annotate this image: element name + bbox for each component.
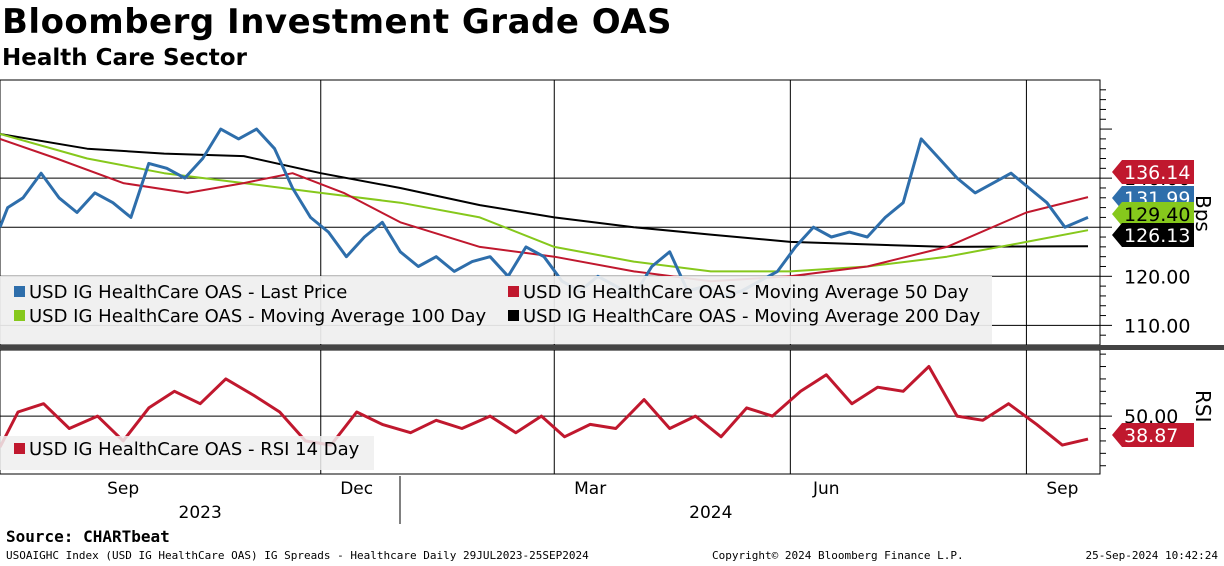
price-tick-label: 120.00 <box>1124 266 1190 288</box>
timestamp: 25-Sep-2024 10:42:24 <box>1085 549 1218 562</box>
chart-title: Bloomberg Investment Grade OAS <box>2 2 673 42</box>
value-tag-ma50: 136.14 <box>1112 160 1194 184</box>
value-tag-ma200: 126.13 <box>1112 223 1194 247</box>
legend-label-ma100: USD IG HealthCare OAS - Moving Average 1… <box>29 306 487 327</box>
value-tag-shape <box>1112 423 1194 447</box>
value-tag-ma100: 129.40 <box>1112 202 1194 226</box>
x-month-label: Sep <box>107 479 139 499</box>
series-line-ma50 <box>0 137 1089 283</box>
value-tag-shape <box>1112 202 1194 226</box>
copyright-notice: Copyright© 2024 Bloomberg Finance L.P. <box>712 549 964 562</box>
legend-label-rsi: USD IG HealthCare OAS - RSI 14 Day <box>29 439 360 460</box>
rsi-tick-label: 50.00 <box>1124 406 1178 428</box>
price-legend: USD IG HealthCare OAS - Last Price USD IG… <box>0 276 992 344</box>
value-tag-label: 136.14 <box>1124 162 1190 184</box>
series-line-rsi <box>0 365 1089 448</box>
price-axis-label: Bps <box>1191 195 1215 232</box>
ticker-description: USOAIGHC Index (USD IG HealthCare OAS) I… <box>6 549 589 562</box>
series-line-last <box>0 127 1089 298</box>
value-tag-shape <box>1112 223 1194 247</box>
legend-label-last: USD IG HealthCare OAS - Last Price <box>29 282 347 303</box>
value-tag-label: 126.13 <box>1124 225 1190 247</box>
price-tick-label: 110.00 <box>1124 315 1190 337</box>
chart-subtitle: Health Care Sector <box>2 45 247 71</box>
legend-swatch-ma100 <box>14 310 25 321</box>
series-line-ma200 <box>0 133 1089 248</box>
legend-label-ma200: USD IG HealthCare OAS - Moving Average 2… <box>523 306 981 327</box>
price-legend-background <box>0 276 992 344</box>
legend-swatch-ma50 <box>508 286 519 297</box>
rsi-legend: USD IG HealthCare OAS - RSI 14 Day <box>0 436 374 470</box>
panel-divider <box>0 345 1224 350</box>
x-month-label: Jun <box>812 479 840 499</box>
x-year-label: 2023 <box>179 503 222 523</box>
legend-swatch-ma200 <box>508 310 519 321</box>
legend-swatch-rsi <box>14 443 25 454</box>
source-label: Source: CHARTbeat <box>6 527 170 546</box>
value-tag-shape <box>1112 160 1194 184</box>
series-line-ma100 <box>0 133 1089 273</box>
x-year-label: 2024 <box>689 503 732 523</box>
legend-label-ma50: USD IG HealthCare OAS - Moving Average 5… <box>523 282 969 303</box>
value-tag-rsi: 38.87 <box>1112 423 1194 447</box>
value-tag-label: 129.40 <box>1124 204 1190 226</box>
x-month-label: Mar <box>574 479 606 499</box>
x-month-label: Dec <box>340 479 373 499</box>
legend-swatch-last <box>14 286 25 297</box>
rsi-legend-background <box>0 436 374 470</box>
value-tag-label: 38.87 <box>1124 425 1178 447</box>
rsi-axis-label: RSI <box>1191 390 1215 423</box>
x-month-label: Sep <box>1046 479 1078 499</box>
